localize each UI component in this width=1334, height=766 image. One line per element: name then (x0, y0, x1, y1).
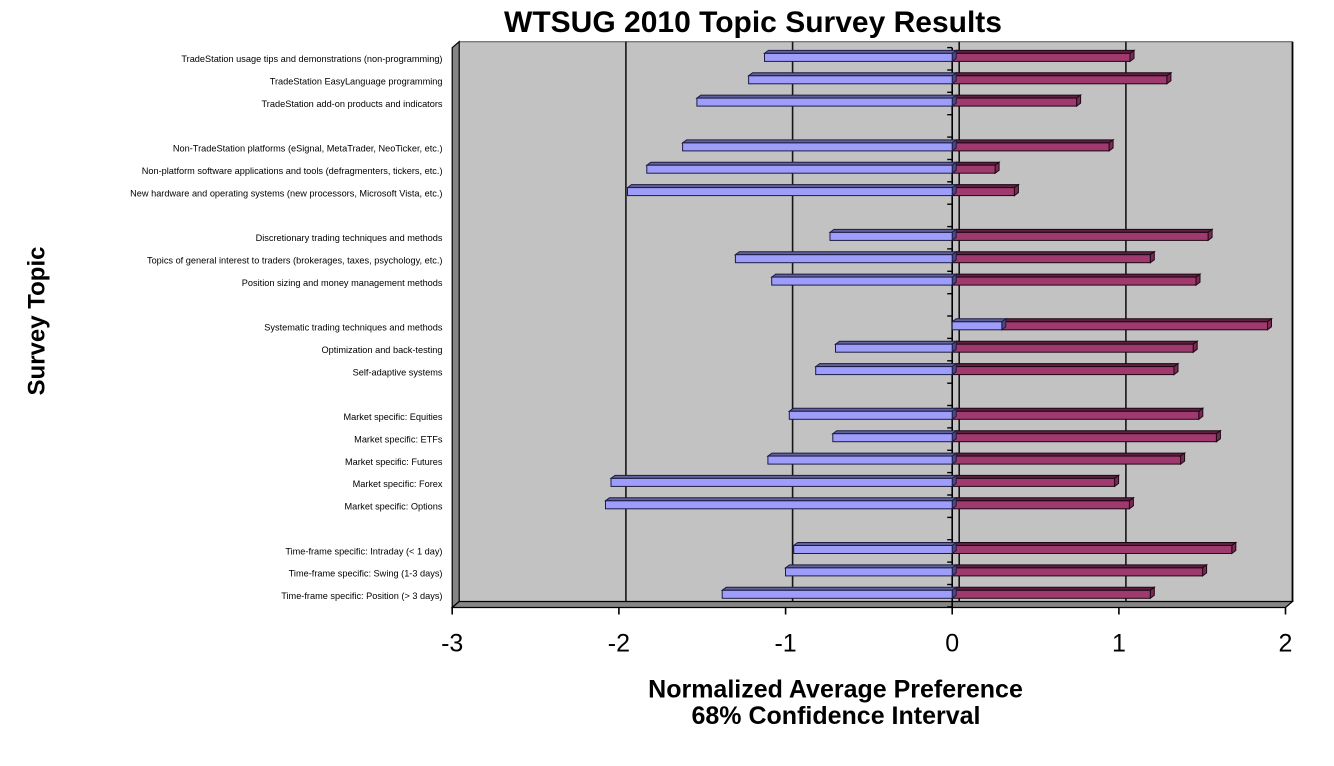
svg-text:Market specific: Futures: Market specific: Futures (345, 457, 443, 467)
svg-text:-1: -1 (774, 630, 796, 658)
svg-text:Topics of general interest to: Topics of general interest to traders (b… (147, 256, 443, 266)
svg-text:Position sizing and money mana: Position sizing and money management met… (242, 278, 443, 288)
svg-text:Market specific: Equities: Market specific: Equities (343, 412, 442, 422)
svg-text:Market specific: Options: Market specific: Options (344, 502, 442, 512)
svg-text:Market specific: Forex: Market specific: Forex (353, 479, 443, 489)
svg-text:Time-frame specific: Intraday: Time-frame specific: Intraday (< 1 day) (285, 546, 442, 556)
svg-text:Survey Topic: Survey Topic (24, 247, 51, 396)
svg-text:-3: -3 (441, 630, 463, 658)
svg-text:Non-TradeStation platforms (eS: Non-TradeStation platforms (eSignal, Met… (173, 144, 443, 154)
svg-text:New hardware and operating sys: New hardware and operating systems (new … (130, 188, 442, 198)
svg-text:2: 2 (1279, 630, 1293, 658)
svg-text:Systematic trading techniques: Systematic trading techniques and method… (264, 323, 443, 333)
svg-text:1: 1 (1112, 630, 1126, 658)
svg-text:TradeStation EasyLanguage prog: TradeStation EasyLanguage programming (270, 77, 443, 87)
svg-text:WTSUG 2010 Topic Survey Result: WTSUG 2010 Topic Survey Results (504, 6, 1002, 39)
svg-text:TradeStation add-on products a: TradeStation add-on products and indicat… (262, 99, 443, 109)
svg-text:Non-platform software applicat: Non-platform software applications and t… (142, 166, 443, 176)
svg-text:Self-adaptive systems: Self-adaptive systems (353, 367, 443, 377)
svg-text:-2: -2 (608, 630, 630, 658)
svg-text:TradeStation usage tips and de: TradeStation usage tips and demonstratio… (181, 54, 442, 64)
svg-text:68% Confidence Interval: 68% Confidence Interval (692, 702, 981, 730)
svg-text:Normalized Average Preference: Normalized Average Preference (648, 676, 1023, 704)
svg-text:0: 0 (945, 630, 959, 658)
svg-text:Market specific: ETFs: Market specific: ETFs (354, 435, 443, 445)
svg-text:Discretionary trading techniqu: Discretionary trading techniques and met… (256, 233, 443, 243)
svg-text:Time-frame specific: Swing (1-: Time-frame specific: Swing (1-3 days) (289, 569, 443, 579)
svg-text:Time-frame specific: Position: Time-frame specific: Position (> 3 days) (281, 591, 442, 601)
svg-text:Optimization and back-testing: Optimization and back-testing (321, 345, 442, 355)
